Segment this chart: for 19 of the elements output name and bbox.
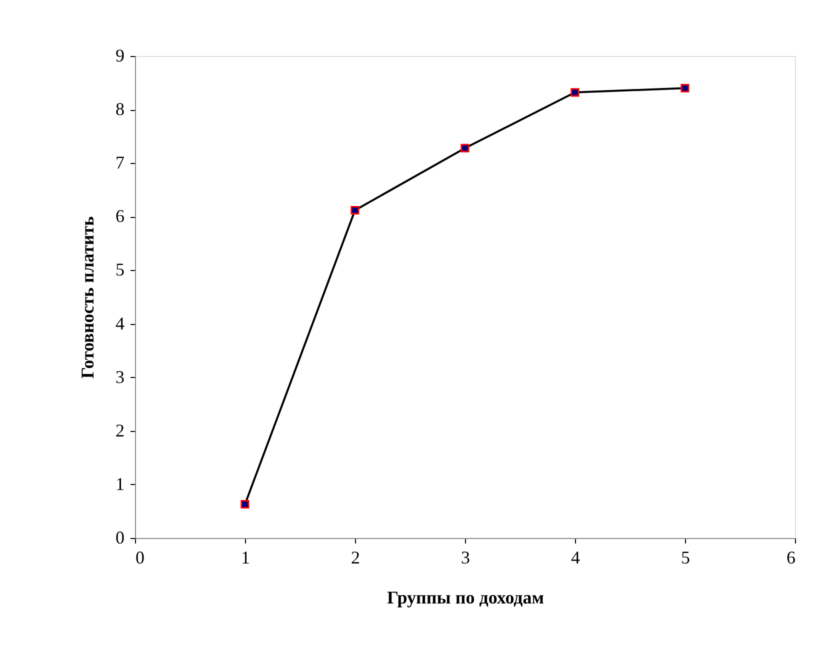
y-axis-title: Готовность платить (78, 216, 98, 379)
y-tick-label: 2 (116, 420, 124, 440)
x-tick-label: 6 (786, 548, 796, 568)
x-tick-label: 0 (136, 548, 144, 568)
x-tick-label: 2 (351, 548, 360, 568)
y-tick-label: 3 (116, 366, 124, 387)
y-tick-label: 6 (116, 206, 124, 226)
x-axis-title: Группы по доходам (386, 588, 544, 608)
x-tick-label: 5 (681, 548, 690, 568)
x-tick-label: 1 (241, 548, 250, 568)
y-tick-label: 5 (116, 260, 124, 280)
y-tick-label: 0 (116, 528, 124, 548)
x-tick-label: 3 (461, 548, 470, 568)
y-tick-label: 8 (116, 99, 124, 120)
y-tick-label: 1 (116, 474, 124, 494)
y-tick-label: 9 (116, 46, 124, 66)
y-tick-label: 7 (116, 152, 124, 173)
y-tick-label: 4 (116, 313, 124, 334)
x-tick-label: 4 (571, 548, 580, 568)
